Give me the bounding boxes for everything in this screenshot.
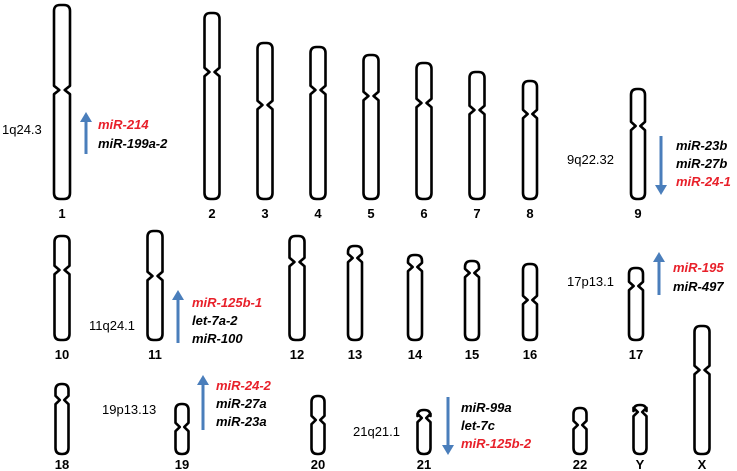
chromosome-y [632, 403, 648, 456]
chromosome-label: 14 [408, 347, 423, 362]
up-arrow-icon [80, 112, 92, 122]
chromosome-label: 15 [465, 347, 479, 362]
down-arrow-icon [442, 445, 454, 455]
mirna-label: miR-214 [98, 117, 149, 132]
chromosome-5 [362, 53, 380, 201]
chromosome-label: 3 [261, 206, 268, 221]
mirna-label: miR-497 [673, 279, 724, 294]
chromosome-label: 13 [348, 347, 362, 362]
mirna-cluster-chr17: 17p13.1 miR-195 miR-497 [567, 252, 724, 295]
chromosome-x [693, 324, 711, 456]
chromosome-label: 12 [290, 347, 304, 362]
band-label: 21q21.1 [353, 424, 400, 439]
down-arrow-icon [655, 185, 667, 195]
chromosome-label: 22 [573, 457, 587, 471]
chromosome-label: 16 [523, 347, 537, 362]
chromosome-13 [346, 244, 364, 342]
chromosome-17 [627, 266, 645, 342]
chromosome-label: X [698, 457, 707, 471]
chromosome-18 [54, 382, 70, 456]
chromosome-label: 4 [314, 206, 322, 221]
chromosome-label: 21 [417, 457, 431, 471]
chromosome-2 [203, 11, 221, 201]
chromosome-label: 10 [55, 347, 69, 362]
chromosome-19 [174, 402, 190, 456]
up-arrow-icon [172, 290, 184, 300]
mirna-label: miR-27b [676, 156, 727, 171]
chromosome-label: 19 [175, 457, 189, 471]
mirna-label: miR-23a [216, 414, 267, 429]
band-label: 9q22.32 [567, 152, 614, 167]
chromosome-label: 2 [208, 206, 215, 221]
chromosome-label: 18 [55, 457, 69, 471]
chromosome-14 [406, 253, 424, 342]
mirna-label: miR-125b-2 [461, 436, 532, 451]
chromosome-label: 5 [367, 206, 374, 221]
up-arrow-icon [653, 252, 665, 262]
mirna-label: miR-23b [676, 138, 727, 153]
mirna-label: miR-195 [673, 260, 724, 275]
mirna-label: miR-100 [192, 331, 243, 346]
chromosome-label: 8 [526, 206, 533, 221]
band-label: 1q24.3 [2, 122, 42, 137]
chromosome-16 [521, 262, 539, 342]
mirna-cluster-chr1: 1q24.3 miR-214 miR-199a-2 [2, 112, 168, 154]
up-arrow-icon [197, 375, 209, 385]
chromosome-label: Y [636, 457, 645, 471]
chromosome-12 [288, 234, 306, 342]
chromosome-15 [463, 259, 481, 342]
mirna-cluster-chr9: 9q22.32 miR-23b miR-27b miR-24-1 [567, 136, 731, 195]
chromosome-label: 11 [148, 347, 162, 362]
band-label: 11q24.1 [89, 318, 135, 333]
chromosome-1 [52, 3, 72, 201]
chromosome-label: 7 [473, 206, 480, 221]
mirna-label: miR-125b-1 [192, 295, 262, 310]
chromosome-4 [309, 45, 327, 201]
mirna-label: miR-99a [461, 400, 512, 415]
chromosome-label: 9 [634, 206, 641, 221]
chromosome-11 [146, 229, 164, 342]
chromosome-label: 20 [311, 457, 325, 471]
chromosome-label: 1 [58, 206, 65, 221]
chromosome-3 [256, 41, 274, 201]
chromosome-20 [310, 394, 326, 456]
band-label: 17p13.1 [567, 274, 614, 289]
chromosome-10 [53, 234, 71, 342]
mirna-label: let-7c [461, 418, 496, 433]
chromosome-label: 6 [420, 206, 427, 221]
mirna-label: miR-24-2 [216, 378, 272, 393]
mirna-cluster-chr11: 11q24.1 miR-125b-1 let-7a-2 miR-100 [89, 290, 262, 346]
chromosome-6 [415, 61, 433, 201]
mirna-label: miR-24-1 [676, 174, 731, 189]
mirna-label: let-7a-2 [192, 313, 238, 328]
mirna-cluster-chr19: 19p13.13 miR-24-2 miR-27a miR-23a [102, 375, 272, 430]
mirna-cluster-chr21: 21q21.1 miR-99a let-7c miR-125b-2 [353, 397, 532, 455]
chromosome-9 [629, 87, 647, 201]
chromosome-21 [416, 408, 432, 456]
chromosome-22 [572, 406, 588, 456]
chromosome-8 [521, 79, 539, 201]
mirna-label: miR-27a [216, 396, 267, 411]
chromosome-7 [468, 70, 486, 201]
chromosome-label: 17 [629, 347, 643, 362]
band-label: 19p13.13 [102, 402, 156, 417]
mirna-label: miR-199a-2 [98, 136, 168, 151]
